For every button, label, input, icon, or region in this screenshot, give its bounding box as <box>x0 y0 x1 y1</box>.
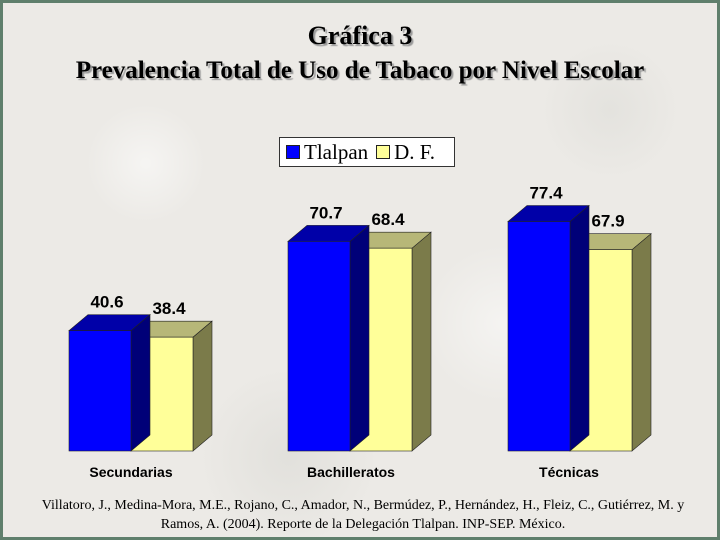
legend-swatch-tlalpan <box>286 145 300 159</box>
bar-chart: 40.6 38.4 Secundarias 70.7 68.4 Bachilleratos… <box>68 184 652 480</box>
bar-side-tecnicas-df <box>631 233 652 452</box>
data-label-secundarias-tlalpan: 40.6 <box>90 293 123 312</box>
bar-bachilleratos-tlalpan <box>287 241 351 452</box>
chart-subtitle: Prevalencia Total de Uso de Tabaco por N… <box>75 57 645 84</box>
bar-secundarias-tlalpan <box>68 330 132 452</box>
data-label-tecnicas-df: 67.9 <box>591 212 624 231</box>
category-label-secundarias: Secundarias <box>89 464 172 480</box>
legend: Tlalpan D. F. <box>279 137 455 167</box>
bar-side-tecnicas-tlalpan <box>569 204 590 452</box>
source-citation: Villatoro, J., Medina-Mora, M.E., Rojano… <box>41 498 685 532</box>
data-label-tecnicas-tlalpan: 77.4 <box>529 184 563 203</box>
data-label-bachilleratos-tlalpan: 70.7 <box>309 203 342 222</box>
legend-label-df: D. F. <box>394 139 436 164</box>
data-label-bachilleratos-df: 68.4 <box>371 210 405 229</box>
legend-entry-df: D. F. <box>376 140 435 165</box>
category-label-bachilleratos: Bachilleratos <box>307 464 395 480</box>
legend-entry-tlalpan: Tlalpan <box>286 140 368 165</box>
bar-side-secundarias-df <box>192 320 213 452</box>
bar-side-secundarias-tlalpan <box>130 313 151 452</box>
slide: Gráfica 3 Prevalencia Total de Uso de Ta… <box>3 3 717 537</box>
legend-swatch-df <box>376 145 391 159</box>
bar-tecnicas-tlalpan <box>507 221 571 452</box>
chart-title: Gráfica 3 <box>307 21 413 50</box>
legend-label-tlalpan: Tlalpan <box>304 139 369 164</box>
bar-side-bachilleratos-tlalpan <box>349 224 370 452</box>
category-label-tecnicas: Técnicas <box>539 464 599 480</box>
bar-side-bachilleratos-df <box>411 231 432 452</box>
data-label-secundarias-df: 38.4 <box>152 299 186 318</box>
